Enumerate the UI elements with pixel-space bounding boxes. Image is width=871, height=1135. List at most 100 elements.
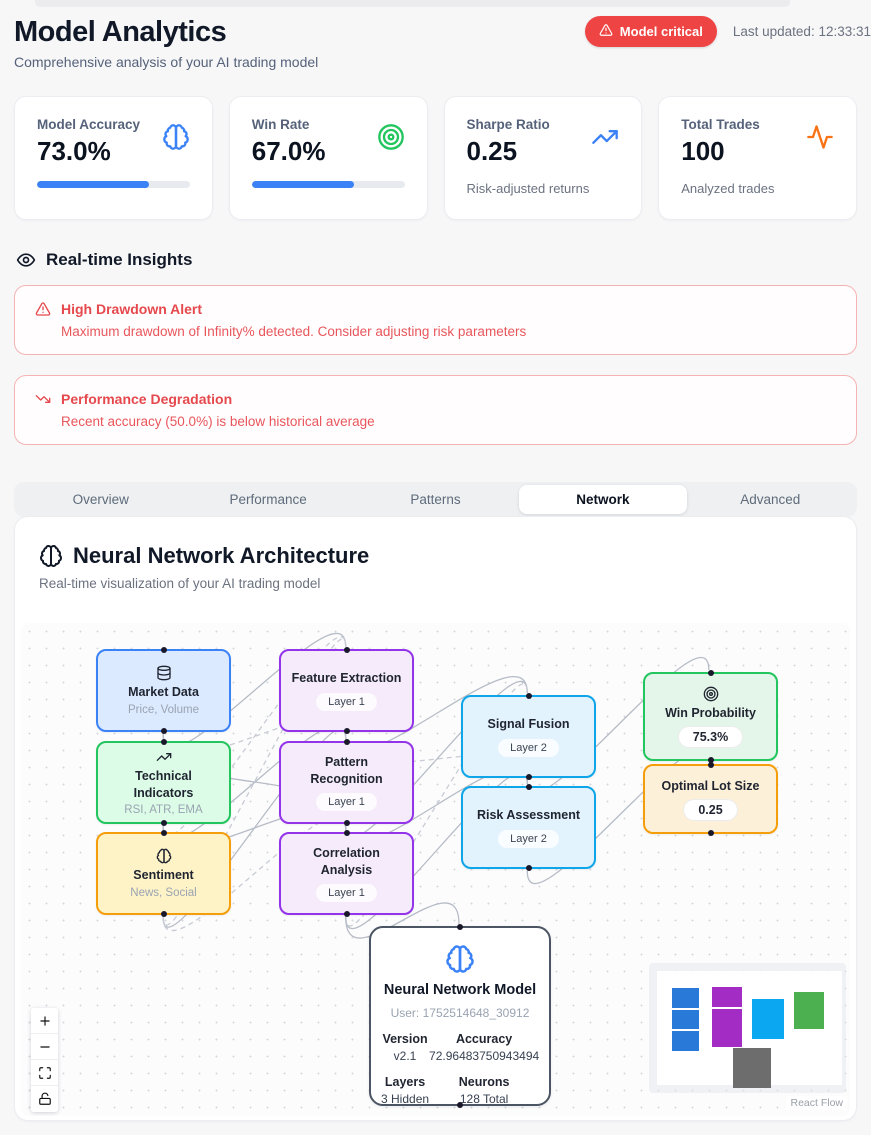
tab-patterns[interactable]: Patterns xyxy=(410,492,461,507)
source-handle[interactable] xyxy=(707,757,714,763)
node-layer-badge: Layer 1 xyxy=(316,692,377,711)
target-handle[interactable] xyxy=(343,830,350,836)
minimap-node xyxy=(712,1009,742,1047)
alert-title: High Drawdown Alert xyxy=(61,301,203,317)
plus-icon xyxy=(38,1014,52,1028)
source-handle[interactable] xyxy=(457,1102,463,1108)
metric-cards: Model Accuracy 73.0% Win Rate 67.0% Sharpe R… xyxy=(14,96,857,220)
node-value: 0.25 xyxy=(684,800,737,821)
flow-edge-correlation-analysis-to-model xyxy=(345,902,460,939)
source-handle[interactable] xyxy=(160,728,167,734)
node-layer-badge: Layer 1 xyxy=(316,792,377,811)
flow-node-market-data[interactable]: Market Data Price, Volume xyxy=(96,647,231,734)
database-icon xyxy=(156,665,172,681)
flow-node-win-probability[interactable]: Win Probability 75.3% xyxy=(643,670,778,763)
network-subtitle: Real-time visualization of your AI tradi… xyxy=(39,576,321,591)
insights-heading: Real-time Insights xyxy=(16,250,192,270)
react-flow-canvas[interactable]: Market Data Price, Volume Technical Indica… xyxy=(21,623,850,1116)
alert-triangle-icon xyxy=(35,301,51,317)
source-handle[interactable] xyxy=(343,911,350,917)
minimap-node xyxy=(794,992,824,1029)
node-title: Pattern Recognition xyxy=(310,755,383,786)
model-stat-label: Accuracy xyxy=(455,1032,513,1046)
source-handle[interactable] xyxy=(343,728,350,734)
metric-label: Model Accuracy xyxy=(37,117,141,132)
target-handle[interactable] xyxy=(343,647,350,653)
target-handle[interactable] xyxy=(160,830,167,836)
flow-node-feature-extraction[interactable]: Feature Extraction Layer 1 xyxy=(279,647,414,734)
flow-node-risk-assessment[interactable]: Risk Assessment Layer 2 xyxy=(461,784,596,871)
minimap-node xyxy=(733,1048,771,1088)
model-stat-label: Neurons xyxy=(458,1075,510,1089)
react-flow-attribution[interactable]: React Flow xyxy=(786,1096,847,1110)
model-stat-value: 72.96483750943494 xyxy=(429,1049,540,1063)
source-handle[interactable] xyxy=(707,830,714,836)
model-stat-value: 128 Total xyxy=(459,1092,509,1106)
flow-node-optimal-lot-size[interactable]: Optimal Lot Size 0.25 xyxy=(643,762,778,836)
model-stat-label: Version xyxy=(382,1032,428,1046)
source-handle[interactable] xyxy=(160,820,167,826)
fit-view-button[interactable] xyxy=(31,1060,58,1086)
node-title: Correlation Analysis xyxy=(313,846,380,877)
node-layer-badge: Layer 2 xyxy=(498,738,559,757)
metric-value: 0.25 xyxy=(466,136,518,166)
flow-node-pattern-recognition[interactable]: Pattern Recognition Layer 1 xyxy=(279,739,414,826)
header-right: Model critical Last updated: 12:33:31 xyxy=(584,16,871,47)
network-card-header: Neural Network Architecture Real-time vi… xyxy=(15,517,856,591)
metric-card-total-trades: Total Trades 100 Analyzed trades xyxy=(658,96,857,220)
source-handle[interactable] xyxy=(160,911,167,917)
lock-button[interactable] xyxy=(31,1086,58,1112)
unlock-icon xyxy=(38,1092,52,1106)
target-handle[interactable] xyxy=(160,739,167,745)
flow-node-signal-fusion[interactable]: Signal Fusion Layer 2 xyxy=(461,693,596,780)
source-handle[interactable] xyxy=(343,820,350,826)
zoom-out-button[interactable] xyxy=(31,1034,58,1060)
metric-card-model-accuracy: Model Accuracy 73.0% xyxy=(14,96,213,220)
minimap-node xyxy=(672,988,699,1008)
model-stat: Neurons 128 Total xyxy=(429,1075,539,1106)
target-handle[interactable] xyxy=(457,924,463,930)
metric-subtitle: Analyzed trades xyxy=(681,181,775,196)
source-handle[interactable] xyxy=(525,774,532,780)
flow-node-sentiment[interactable]: Sentiment News, Social xyxy=(96,830,231,917)
tab-overview[interactable]: Overview xyxy=(72,492,129,507)
target-handle[interactable] xyxy=(707,762,714,768)
progress-track xyxy=(37,181,190,188)
tab-performance[interactable]: Performance xyxy=(229,492,307,507)
node-title: Risk Assessment xyxy=(476,808,581,823)
status-badge: Model critical xyxy=(584,16,717,47)
zoom-in-button[interactable] xyxy=(31,1008,58,1034)
metric-card-win-rate: Win Rate 67.0% xyxy=(228,96,428,220)
node-title: Signal Fusion xyxy=(487,717,570,732)
target-handle[interactable] xyxy=(707,670,714,676)
brain-icon xyxy=(39,544,63,568)
alert-title: Performance Degradation xyxy=(61,391,233,407)
metric-subtitle: Risk-adjusted returns xyxy=(466,181,590,196)
model-stat: Accuracy 72.96483750943494 xyxy=(429,1032,539,1063)
tab-advanced[interactable]: Advanced xyxy=(740,492,801,507)
source-handle[interactable] xyxy=(525,865,532,871)
target-handle[interactable] xyxy=(343,739,350,745)
alert-high-drawdown-alert: High Drawdown Alert Maximum drawdown of I… xyxy=(14,285,857,355)
metric-label: Win Rate xyxy=(251,117,310,132)
flow-node-correlation-analysis[interactable]: Correlation Analysis Layer 1 xyxy=(279,830,414,917)
tab-network[interactable]: Network xyxy=(519,485,687,514)
model-user: User: 1752514648_30912 xyxy=(390,1006,530,1020)
metric-card-sharpe-ratio: Sharpe Ratio 0.25 Risk-adjusted returns xyxy=(443,96,643,220)
target-icon xyxy=(377,123,405,156)
tab-bar: Overview Performance Patterns Network Advanc… xyxy=(14,482,857,517)
progress-fill xyxy=(37,181,149,188)
target-handle[interactable] xyxy=(525,784,532,790)
page-subtitle: Comprehensive analysis of your AI tradin… xyxy=(14,54,319,70)
flow-node-technical-indicators[interactable]: Technical Indicators RSI, ATR, EMA xyxy=(96,739,231,826)
target-handle[interactable] xyxy=(525,693,532,699)
target-handle[interactable] xyxy=(160,647,167,653)
target-icon xyxy=(703,686,719,702)
model-stat: Layers 3 Hidden xyxy=(381,1075,429,1106)
brain-icon xyxy=(162,123,190,156)
network-heading-label: Neural Network Architecture xyxy=(73,543,370,568)
flow-node-neural-network-model[interactable]: Neural Network Model User: 1752514648_309… xyxy=(369,924,551,1108)
page-header: Model Analytics Comprehensive analysis o… xyxy=(14,16,857,70)
flow-minimap[interactable] xyxy=(649,963,846,1093)
metric-value: 73.0% xyxy=(37,136,111,166)
